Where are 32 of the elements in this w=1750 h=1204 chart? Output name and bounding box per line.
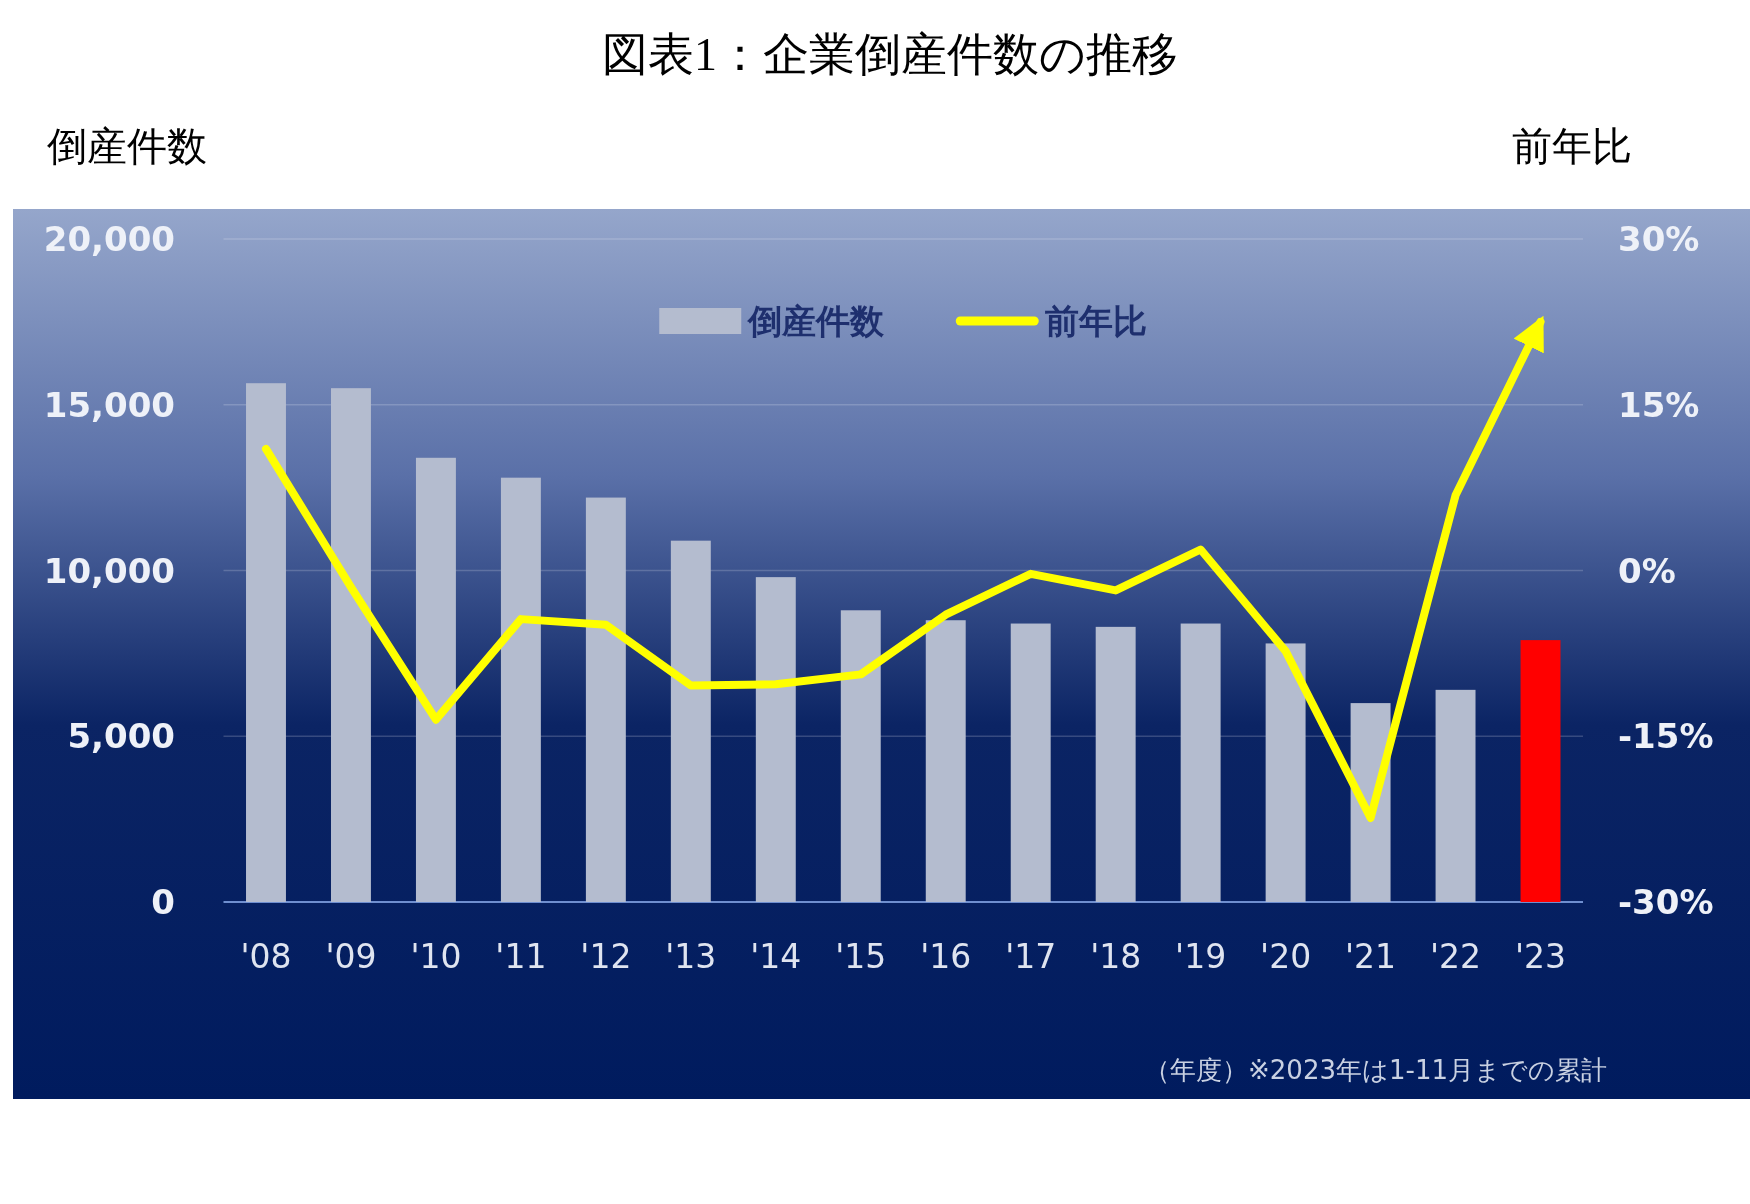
x-tick-label: '20: [1260, 937, 1312, 976]
y2-tick-label: -30%: [1618, 882, 1714, 922]
legend-label: 倒産件数: [748, 301, 885, 341]
title: 図表1：企業倒産件数の推移: [602, 29, 1178, 80]
x-tick-label: '22: [1430, 937, 1482, 976]
x-tick-label: '23: [1515, 937, 1567, 976]
x-tick-label: '09: [325, 937, 377, 976]
y-tick-label: 5,000: [67, 716, 175, 757]
y2-tick-label: 15%: [1618, 384, 1700, 425]
x-tick-label: '13: [665, 937, 717, 976]
y2-axis-title: 前年比: [1512, 124, 1632, 169]
annotation: （年度）※2023年は1-11月までの累計: [1144, 1055, 1607, 1085]
x-tick-label: '18: [1090, 937, 1142, 976]
y2-tick-label: 30%: [1618, 219, 1700, 259]
x-tick-label: '16: [920, 937, 972, 976]
y-axis-title: 倒産件数: [47, 124, 207, 169]
x-tick-label: '12: [580, 937, 632, 976]
x-tick-label: '15: [835, 937, 887, 976]
y-tick-label: 0: [151, 882, 175, 922]
x-tick-label: '10: [410, 937, 462, 976]
y2-tick-label: 0%: [1618, 550, 1676, 591]
x-tick-label: '21: [1345, 937, 1397, 976]
x-tick-label: '19: [1175, 937, 1227, 976]
x-tick-label: '17: [1005, 937, 1057, 976]
y-tick-label: 20,000: [43, 219, 175, 259]
x-tick-label: '11: [495, 937, 547, 976]
y-tick-label: 10,000: [43, 550, 175, 591]
x-tick-label: '14: [750, 937, 802, 976]
x-tick-label: '08: [240, 937, 292, 976]
y2-tick-label: -15%: [1618, 716, 1714, 757]
y-tick-label: 15,000: [43, 384, 175, 425]
legend-label: 前年比: [1045, 301, 1148, 341]
